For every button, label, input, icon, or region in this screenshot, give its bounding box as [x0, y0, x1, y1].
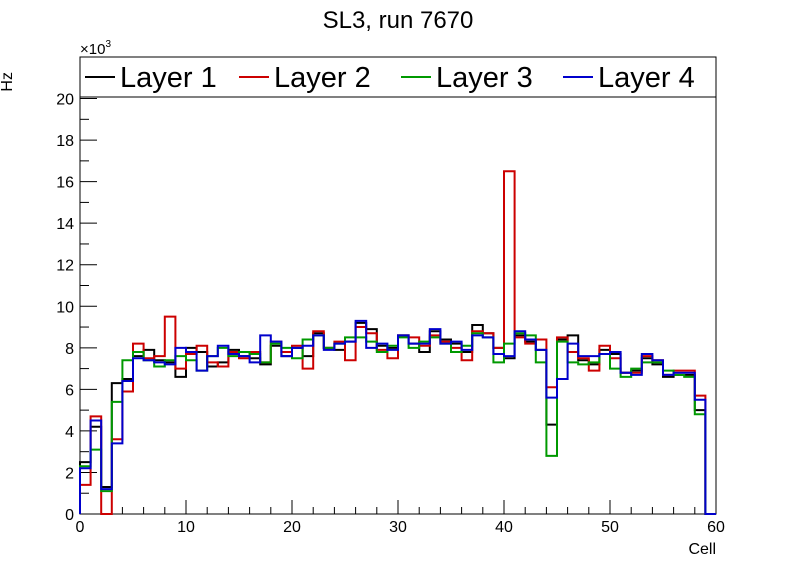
x-tick-label: 30	[389, 519, 407, 536]
chart-title: SL3, run 7670	[323, 7, 474, 34]
legend-label-layer-1: Layer 1	[120, 62, 217, 94]
x-tick-label: 10	[177, 519, 195, 536]
legend-label-layer-2: Layer 2	[274, 62, 371, 94]
x-tick-label: 0	[76, 519, 85, 536]
legend: Layer 1 Layer 2 Layer 3 Layer 4	[85, 62, 695, 94]
y-tick-label: 2	[65, 465, 74, 482]
y-multiplier: ×103	[80, 39, 111, 58]
series-layer	[79, 170, 716, 515]
x-tick-label: 60	[707, 519, 725, 536]
y-multiplier-base: ×10	[80, 41, 105, 58]
y-tick-label: 10	[56, 299, 74, 316]
y-axis-label: Hz	[0, 72, 16, 92]
tick-labels: 0 10 20 30 40 50 60 0 2 4 6 8 10 12 14 16 18 20	[56, 92, 725, 536]
plot-frame	[79, 56, 717, 515]
series-line-layer-4	[79, 319, 716, 515]
y-tick-label: 4	[65, 424, 74, 441]
series-line-layer-1	[79, 321, 716, 515]
x-tick-label: 40	[495, 519, 513, 536]
y-tick-label: 0	[65, 507, 74, 524]
axis-ticks	[79, 77, 717, 515]
y-tick-label: 14	[56, 216, 74, 233]
y-tick-label: 12	[56, 258, 74, 275]
x-tick-label: 50	[601, 519, 619, 536]
y-tick-label: 6	[65, 382, 74, 399]
y-tick-label: 20	[56, 92, 74, 109]
x-axis-label: Cell	[688, 541, 716, 558]
legend-box	[79, 56, 717, 98]
legend-label-layer-3: Layer 3	[436, 62, 533, 94]
x-tick-label: 20	[283, 519, 301, 536]
y-tick-label: 8	[65, 341, 74, 358]
y-tick-label: 18	[56, 133, 74, 150]
legend-label-layer-4: Layer 4	[598, 62, 695, 94]
y-tick-label: 16	[56, 175, 74, 192]
y-multiplier-exponent: 3	[105, 39, 111, 50]
